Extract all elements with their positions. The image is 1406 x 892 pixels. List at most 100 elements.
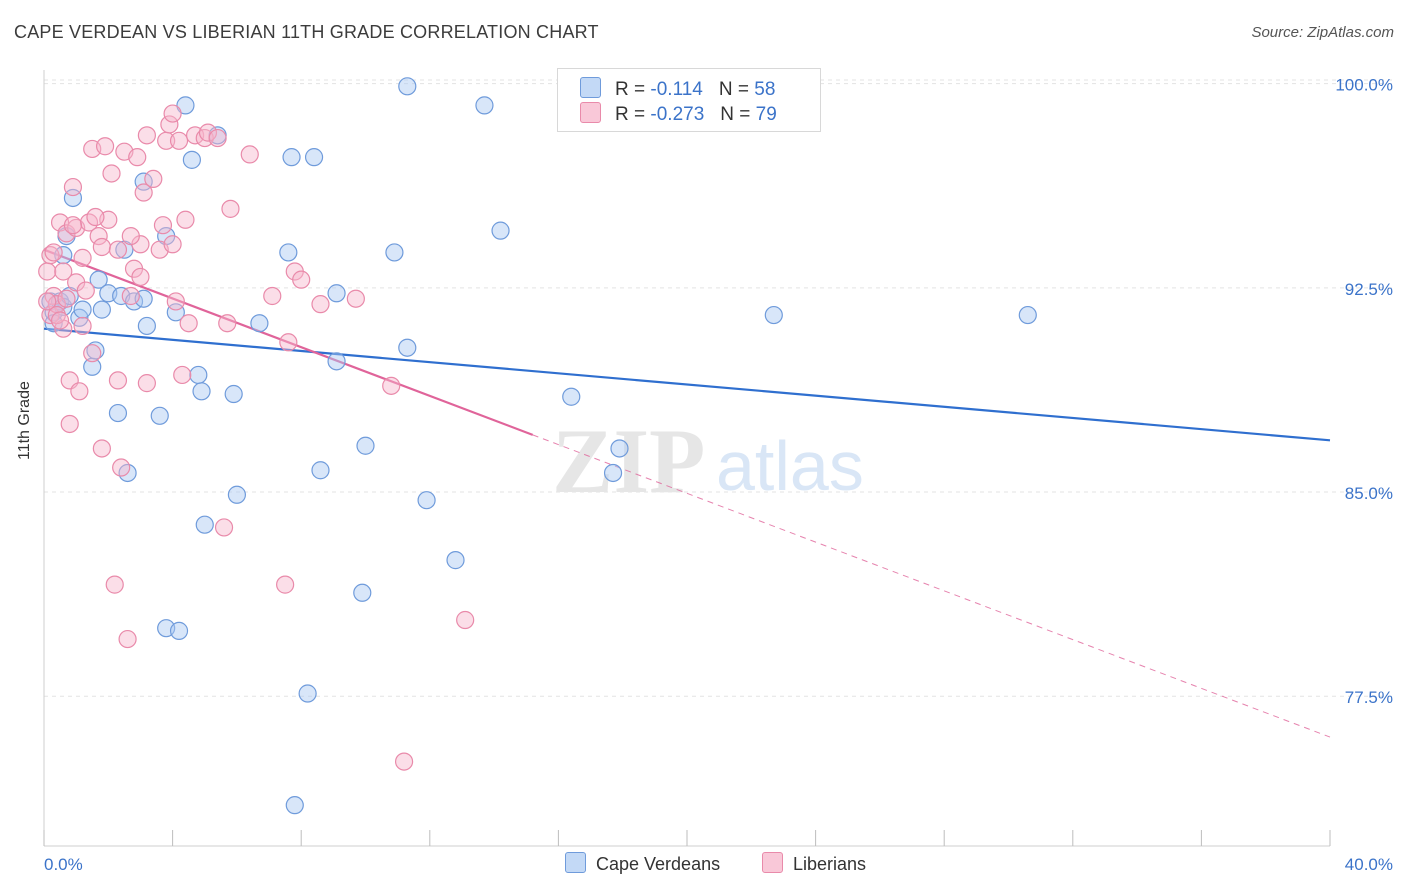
watermark-atlas: atlas (716, 427, 864, 505)
point-liberian (92, 439, 111, 458)
point-liberian (179, 314, 198, 333)
point-cape-verdean (250, 314, 269, 333)
point-liberian (70, 382, 89, 401)
legend-label: Liberians (793, 854, 867, 874)
point-liberian (221, 199, 240, 218)
point-liberian (131, 267, 150, 287)
point-cape-verdean (398, 338, 417, 357)
point-liberian (153, 216, 173, 235)
trend-line-liberians (43, 248, 534, 436)
x-tick-label: 40.0% (1345, 855, 1393, 874)
point-cape-verdean (304, 148, 324, 167)
axes (43, 70, 1331, 847)
point-liberian (76, 281, 95, 300)
point-cape-verdean (89, 270, 108, 289)
point-cape-verdean (327, 352, 346, 371)
point-liberian (86, 207, 105, 227)
point-cape-verdean (73, 300, 92, 319)
point-liberian (394, 752, 414, 771)
point-cape-verdean (137, 316, 156, 336)
chart-title: CAPE VERDEAN VS LIBERIAN 11TH GRADE CORR… (14, 22, 599, 42)
point-liberian (63, 177, 83, 197)
point-cape-verdean (764, 305, 783, 325)
point-cape-verdean (182, 150, 201, 169)
point-cape-verdean (353, 583, 372, 602)
point-liberian (47, 305, 66, 325)
point-liberian (346, 289, 365, 308)
point-cape-verdean (108, 403, 128, 423)
point-cape-verdean (417, 491, 436, 510)
point-cape-verdean (86, 341, 105, 360)
point-liberian (279, 333, 298, 352)
y-tick-label: 77.5% (1345, 688, 1393, 707)
legend-swatch-blue (580, 77, 601, 98)
point-liberian (134, 183, 153, 202)
legend-label: Cape Verdeans (596, 854, 721, 874)
point-liberian (176, 210, 195, 229)
point-liberian (54, 262, 73, 281)
point-liberian (57, 289, 76, 308)
point-liberian (38, 292, 57, 311)
point-liberian (41, 246, 60, 265)
point-liberian (92, 237, 111, 257)
point-liberian (60, 414, 79, 434)
point-liberian (195, 128, 214, 148)
trend-line-cape-verdeans (43, 327, 1331, 442)
point-liberian (166, 292, 185, 311)
point-liberian (44, 243, 63, 262)
point-liberian (50, 311, 70, 330)
point-liberian (105, 575, 124, 594)
point-cape-verdean (327, 284, 346, 303)
trend-lines (43, 248, 1331, 738)
correlation-legend: R = -0.114 N = 58 R = -0.273 N = 79 (557, 68, 821, 132)
point-cape-verdean (63, 188, 83, 208)
point-liberian (63, 216, 83, 235)
point-cape-verdean (491, 221, 510, 240)
point-cape-verdean (298, 684, 317, 703)
legend-row-cape-verdeans: R = -0.114 N = 58 (580, 77, 775, 101)
point-cape-verdean (169, 621, 189, 640)
point-liberian (163, 104, 182, 123)
point-liberian (169, 131, 189, 150)
point-cape-verdean (311, 461, 330, 480)
point-liberian (218, 314, 237, 333)
point-cape-verdean (610, 439, 629, 458)
point-liberian (160, 115, 179, 134)
point-cape-verdean (285, 796, 304, 815)
point-cape-verdean (446, 551, 465, 570)
y-tick-label: 92.5% (1345, 280, 1393, 299)
point-liberian (102, 164, 121, 183)
legend-row-liberians: R = -0.273 N = 79 (580, 102, 777, 126)
point-cape-verdean (356, 436, 375, 455)
source-label: Source: ZipAtlas.com (1251, 24, 1394, 41)
legend-n-value: 79 (755, 104, 777, 125)
point-cape-verdean (195, 515, 214, 534)
point-liberian (83, 344, 102, 363)
point-liberian (276, 575, 295, 594)
point-liberian (73, 248, 92, 267)
point-cape-verdean (176, 96, 195, 115)
point-liberian (128, 148, 147, 167)
point-liberian (108, 371, 128, 390)
point-liberian (41, 305, 60, 325)
watermark: ZIP atlas (552, 410, 864, 512)
point-liberian (121, 286, 140, 306)
point-liberian (240, 145, 259, 164)
watermark-zip: ZIP (552, 410, 705, 512)
legend-item-cape-verdeans: Cape Verdeans (565, 852, 720, 875)
legend-r-label: R = (615, 104, 646, 125)
legend-item-liberians: Liberians (762, 852, 866, 875)
point-liberian (112, 458, 131, 477)
y-tick-label: 100.0% (1335, 76, 1393, 95)
point-cape-verdean (282, 148, 301, 167)
point-cape-verdean (603, 463, 623, 483)
legend-r-value: -0.114 (650, 79, 703, 100)
legend-r-label: R = (615, 79, 646, 100)
point-liberian (456, 610, 475, 630)
point-cape-verdean (189, 365, 208, 385)
legend-r-value: -0.273 (650, 104, 705, 125)
y-axis-label: 11th Grade (16, 381, 33, 460)
x-tick-label: 0.0% (44, 855, 83, 874)
point-liberian (208, 128, 227, 148)
point-liberian (137, 374, 156, 393)
